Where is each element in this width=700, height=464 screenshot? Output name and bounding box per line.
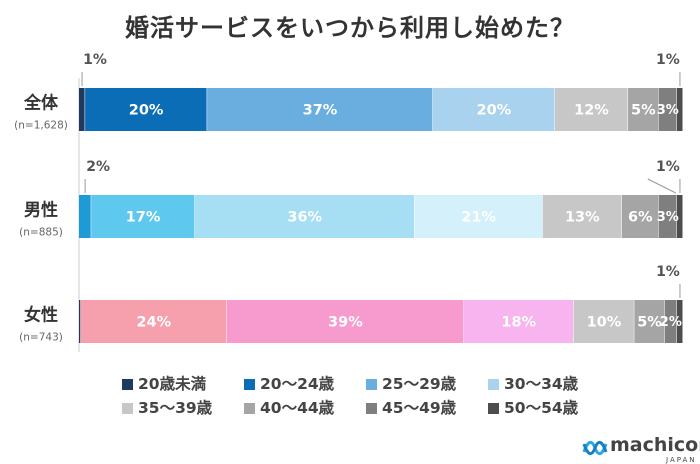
legend-swatch [366,403,377,414]
bar-segment [676,195,683,238]
legend-item: 35〜39歳 [122,396,212,418]
bar-segment [634,300,665,343]
segment-value-label: 13% [565,210,600,226]
row-n-label: (n=885) [19,227,63,239]
bar-segment [194,195,415,238]
segment-value-label: 6% [628,210,653,226]
segment-value-label: 2% [660,315,682,330]
bar-segment [432,88,555,131]
bar-segment [676,88,683,131]
chart-title: 婚活サービスをいつから利用し始めた？ [125,14,575,42]
legend-label: 20歳未満 [138,375,207,393]
legend-label: 35〜39歳 [138,399,213,417]
legend-item: 20〜24歳 [244,372,334,394]
row-n-label: (n=743) [19,332,63,344]
segment-value-label: 10% [587,315,622,331]
row-label: 女性 [24,305,58,326]
bar-segment [85,88,208,131]
segment-value-label: 18% [501,315,536,331]
bar-segment [80,300,227,343]
segment-value-label: 36% [287,210,322,226]
legend-swatch [122,379,133,390]
bar-segment [554,88,629,131]
machicon-logo: machicon JAPAN [582,432,700,464]
segment-value-label: 20% [477,103,512,119]
legend-swatch [488,379,499,390]
bar-segment [676,300,683,343]
outside-value-label: 1% [656,264,680,280]
segment-value-label: 21% [461,210,496,226]
legend-swatch [488,403,499,414]
row-label: 全体 [23,93,59,114]
legend-label: 45〜49歳 [382,399,457,417]
leader-line [647,178,676,194]
bar-segment [414,195,543,238]
legend-item: 20歳未満 [122,372,206,394]
bar-segment [79,195,92,238]
outside-value-label: 1% [656,159,680,175]
legend-item: 50〜54歳 [488,396,578,418]
bar-segment [573,300,635,343]
legend-item: 30〜34歳 [488,372,578,394]
bar-segment [91,195,195,238]
bar-segment [658,88,677,131]
legend-label: 20〜24歳 [260,375,335,393]
segment-value-label: 20% [129,103,164,119]
legend-item: 45〜49歳 [366,396,456,418]
legend-swatch [122,403,133,414]
legend-label: 40〜44歳 [260,399,335,417]
row-n-label: (n=1,628) [14,120,68,132]
outside-value-label: 2% [86,159,110,175]
legend-item: 40〜44歳 [244,396,334,418]
segment-value-label: 37% [303,103,338,119]
stacked-bar-chart: 全体(n=1,628)20% 37% 20% 12% 5% 3%1% 1%男性(n=885)… [14,52,684,352]
outside-value-label: 1% [656,52,680,68]
segment-value-label: 17% [126,210,161,226]
segment-value-label: 12% [574,103,609,119]
legend-label: 25〜29歳 [382,375,457,393]
bar-segment [226,300,465,343]
legend-swatch [366,379,377,390]
bar-segment [207,88,433,131]
bar-segment [621,195,659,238]
bar-segment [464,300,574,343]
legend-item: 25〜29歳 [366,372,456,394]
segment-value-label: 3% [657,103,679,118]
segment-value-label: 24% [136,315,171,331]
logo-mark-icon [582,441,608,455]
bar-segment [79,300,81,343]
bar-segment [79,88,86,131]
legend-swatch [244,379,255,390]
legend-label: 50〜54歳 [504,399,579,417]
legend-label: 30〜34歳 [504,375,579,393]
bar-segment [542,195,622,238]
outside-value-label: 1% [83,52,107,68]
segment-value-label: 5% [637,315,662,331]
logo-wordmark: machicon [610,434,700,456]
bar-segment [664,300,677,343]
logo-subtext: JAPAN [666,456,697,464]
bar-segment [628,88,659,131]
segment-value-label: 5% [631,103,656,119]
bar-segment [658,195,677,238]
legend-swatch [244,403,255,414]
segment-value-label: 3% [657,210,679,225]
segment-value-label: 39% [328,315,363,331]
row-label: 男性 [24,200,58,221]
